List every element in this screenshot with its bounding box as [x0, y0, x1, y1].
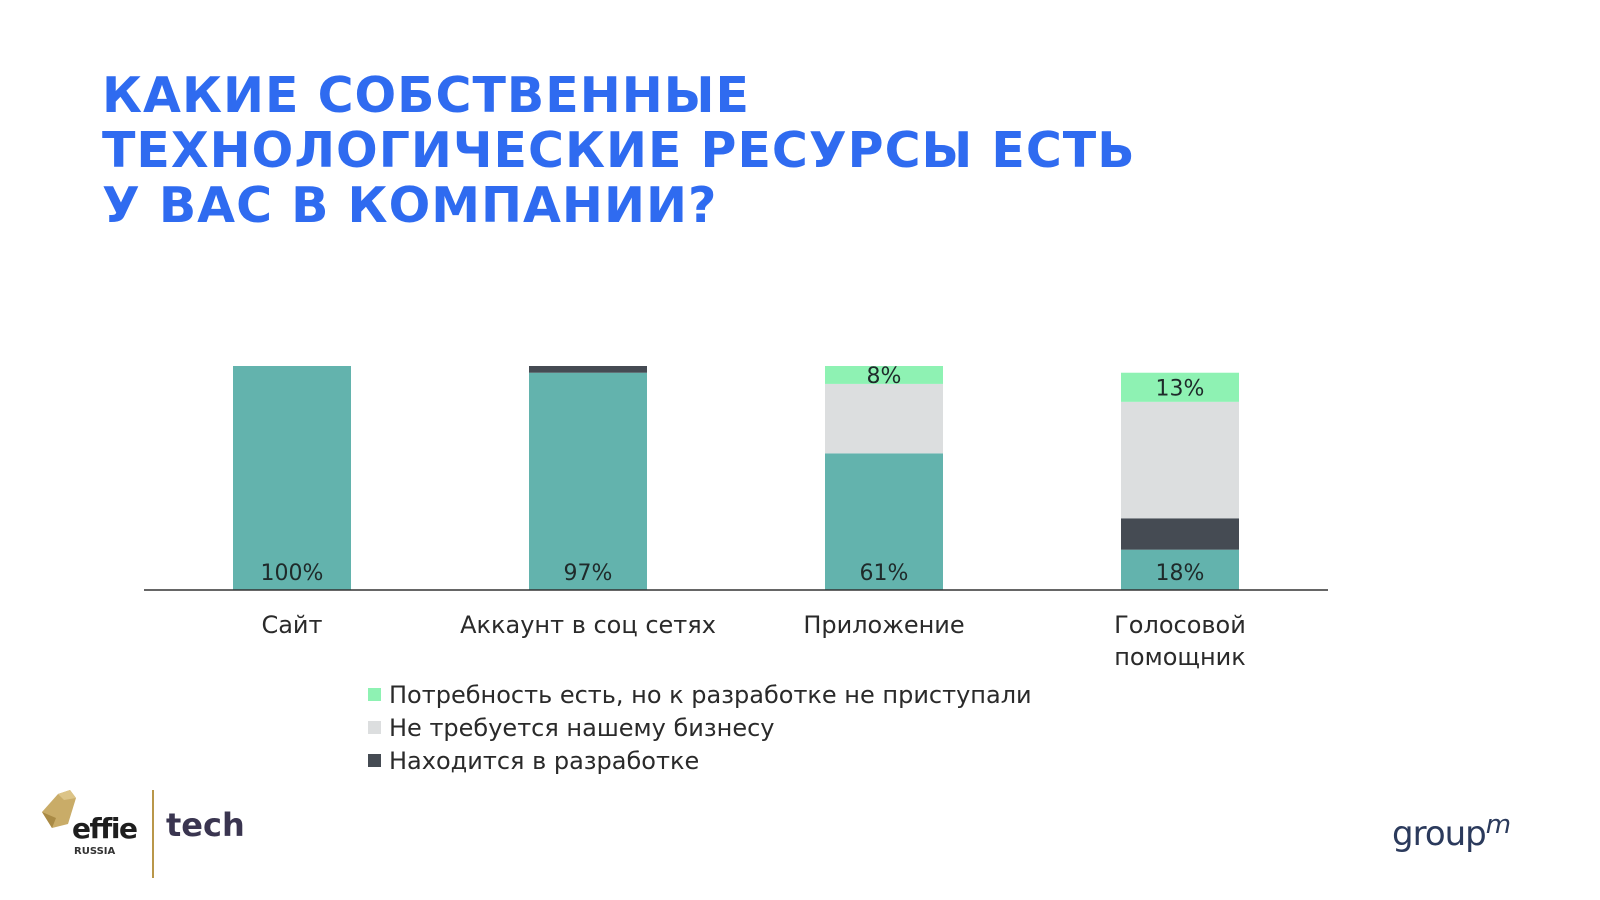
- groupm-logo: groupm: [1392, 810, 1511, 854]
- legend-label-in-development: Находится в разработке: [389, 746, 700, 775]
- bar-segment-has-3: [825, 453, 943, 590]
- tech-wordmark: tech: [166, 806, 245, 844]
- legend-swatch-in-development: [368, 754, 381, 767]
- legend-swatch-need: [368, 688, 381, 701]
- category-label-4-line-1: Голосовой: [1114, 611, 1246, 639]
- bar-segment-dev-2: [529, 366, 647, 373]
- legend-label-not-needed: Не требуется нашему бизнесу: [389, 713, 775, 742]
- category-label-4-line-2: помощник: [1114, 643, 1246, 671]
- category-label-2: Аккаунт в соц сетях: [460, 611, 716, 639]
- legend-swatch-not-needed: [368, 721, 381, 734]
- groupm-superscript: m: [1485, 810, 1511, 840]
- effie-wordmark: effie: [72, 812, 138, 845]
- bar-segment-need-3: [825, 366, 943, 384]
- title-line-1: КАКИЕ СОБСТВЕННЫЕ: [102, 67, 750, 124]
- bar-segment-has-4: [1121, 549, 1239, 590]
- bar-segment-notneeded-4: [1121, 401, 1239, 519]
- data-label-has-3: 61%: [860, 561, 909, 586]
- effie-tech-logo: effie RUSSIA tech: [36, 790, 276, 890]
- legend-item-not-needed: Не требуется нашему бизнесу: [368, 711, 1032, 744]
- bar-segment-has-1: [233, 366, 351, 590]
- logo-divider: [152, 790, 154, 878]
- data-label-need-4: 13%: [1156, 376, 1205, 401]
- legend-item-need: Потребность есть, но к разработке не при…: [368, 678, 1032, 711]
- bar-segment-has-2: [529, 372, 647, 590]
- data-label-has-2: 97%: [564, 561, 613, 586]
- bar-segment-dev-4: [1121, 518, 1239, 550]
- category-label-1: Сайт: [261, 611, 322, 639]
- groupm-wordmark: group: [1392, 814, 1487, 854]
- data-label-has-1: 100%: [261, 561, 324, 586]
- data-label-need-3: 8%: [867, 364, 902, 389]
- chart-legend: Потребность есть, но к разработке не при…: [368, 678, 1032, 777]
- bar-segment-need-4: [1121, 372, 1239, 402]
- legend-label-need: Потребность есть, но к разработке не при…: [389, 680, 1032, 709]
- effie-russia-label: RUSSIA: [74, 846, 116, 857]
- title-line-3: У ВАС В КОМПАНИИ?: [102, 177, 718, 234]
- page-title: КАКИЕ СОБСТВЕННЫЕ ТЕХНОЛОГИЧЕСКИЕ РЕСУРС…: [102, 68, 1136, 233]
- title-line-2: ТЕХНОЛОГИЧЕСКИЕ РЕСУРСЫ ЕСТЬ: [102, 122, 1136, 179]
- legend-item-in-development: Находится в разработке: [368, 744, 1032, 777]
- effie-statuette-icon: [42, 790, 76, 828]
- category-label-3: Приложение: [803, 611, 964, 639]
- bar-segment-notneeded-3: [825, 383, 943, 454]
- data-label-has-4: 18%: [1156, 561, 1205, 586]
